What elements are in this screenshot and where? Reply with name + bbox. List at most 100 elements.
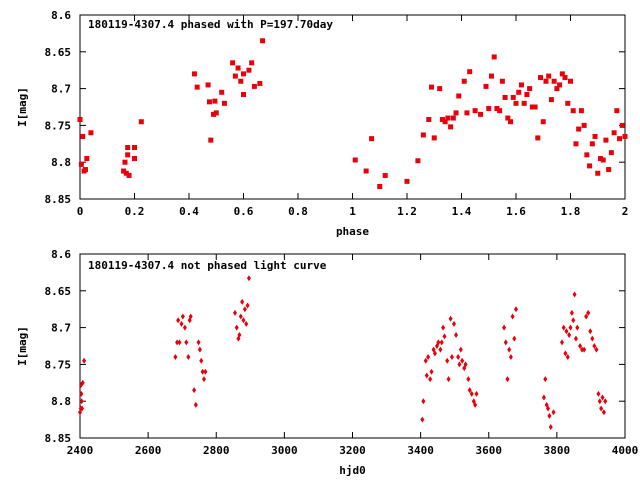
chart-top-title: 180119-4307.4 phased with P=197.70day — [88, 18, 333, 31]
chart-bottom-data-point — [466, 376, 471, 383]
chart-top-data-point — [551, 78, 557, 84]
chart-top-data-point — [445, 115, 451, 121]
chart-bottom-data-point — [201, 376, 206, 383]
chart-bottom-data-point — [594, 346, 599, 353]
chart-bottom-data-point — [573, 335, 578, 342]
chart-bottom-data-point — [463, 361, 468, 368]
chart-bottom-data-point — [569, 309, 574, 316]
chart-bottom-data-point — [457, 361, 462, 368]
chart-top-data-point — [84, 156, 90, 162]
chart-bottom-data-point — [446, 376, 451, 383]
chart-top-data-point — [461, 78, 467, 84]
chart-top-data-point — [499, 78, 505, 84]
chart-top-data-point — [546, 73, 552, 79]
chart-bottom-data-point — [186, 354, 191, 361]
chart-top-data-point — [486, 105, 492, 111]
chart-top-y-axis-label: I[mag] — [16, 87, 29, 127]
chart-top-xtick-label: 1 — [349, 205, 356, 218]
chart-bottom-data-point — [578, 343, 583, 349]
chart-bottom-data-point — [246, 275, 251, 282]
chart-top-data-point — [521, 100, 527, 106]
chart-bottom-data-point — [429, 368, 434, 375]
chart-top-data-point — [527, 86, 533, 92]
chart-top-data-point — [608, 150, 614, 156]
chart-bottom-data-point — [548, 423, 553, 430]
chart-bottom-data-point — [572, 291, 577, 298]
chart-bottom-data-point — [603, 398, 608, 405]
chart-top-data-point — [352, 157, 358, 163]
chart-bottom-data-point — [79, 390, 84, 397]
chart-top-data-point — [132, 156, 137, 162]
chart-top-data-point — [439, 117, 445, 123]
chart-top-data-point — [510, 94, 516, 100]
chart-bottom-data-point — [200, 368, 205, 375]
chart-top-data-point — [211, 111, 217, 117]
chart-bottom-data-points — [78, 275, 608, 430]
chart-top-data-point — [548, 97, 554, 103]
chart-bottom-data-point — [232, 309, 237, 316]
chart-top-data-point — [257, 80, 263, 86]
chart-bottom-xtick-label: 2800 — [203, 444, 230, 457]
chart-bottom-data-point — [473, 401, 478, 408]
chart-top-data-point — [578, 108, 584, 114]
chart-bottom-ytick-label: 8.75 — [45, 358, 72, 371]
chart-top-data-point — [82, 167, 88, 173]
chart-top-data-point — [543, 78, 549, 84]
chart-bottom-data-point — [242, 306, 247, 313]
chart-bottom-data-point — [597, 398, 602, 405]
chart-top-data-point — [377, 183, 383, 189]
chart-top-data-point — [429, 84, 435, 90]
chart-top-data-point — [420, 132, 426, 138]
chart-bottom-plot-frame — [79, 253, 626, 439]
chart-top-data-point — [478, 111, 484, 117]
chart-bottom-data-point — [420, 416, 425, 423]
chart-bottom-data-point — [441, 324, 446, 331]
chart-bottom-data-point — [588, 328, 593, 335]
chart-top-data-point — [597, 156, 603, 162]
chart-bottom-data-point — [79, 398, 84, 405]
chart-top-data-point — [614, 108, 620, 114]
chart-bottom-data-point — [442, 333, 447, 340]
chart-top-data-point — [241, 71, 246, 77]
chart-bottom-ytick-label: 8.7 — [51, 322, 71, 335]
chart-bottom-data-point — [571, 317, 576, 324]
chart-bottom-data-point — [460, 357, 465, 364]
chart-bottom-data-point — [469, 390, 474, 397]
chart-bottom-data-point — [563, 350, 568, 357]
chart-bottom-data-point — [505, 376, 510, 383]
chart-bottom-data-point — [567, 331, 572, 338]
chart-top-data-point — [125, 152, 131, 158]
chart-bottom-ytick-label: 8.6 — [51, 248, 71, 261]
chart-top-data-point — [568, 78, 573, 84]
chart-top-data-point — [491, 54, 497, 60]
chart-bottom-data-point — [575, 324, 580, 331]
chart-bottom-xtick-label: 3000 — [271, 444, 298, 457]
chart-top-data-point — [502, 94, 508, 100]
chart-top-data-point — [516, 89, 522, 95]
chart-bottom-data-point — [193, 401, 198, 408]
chart-bottom-data-point — [454, 331, 459, 338]
chart-bottom-data-point — [240, 298, 245, 305]
chart-top-data-point — [573, 141, 579, 147]
chart-bottom-data-point — [196, 339, 201, 346]
chart-bottom-data-point — [80, 379, 85, 386]
chart-top-ytick-label: 8.7 — [51, 83, 71, 96]
chart-top-data-point — [132, 144, 137, 150]
chart-top-xtick-label: 1.2 — [397, 205, 417, 218]
chart-bottom-data-point — [456, 354, 461, 361]
chart-bottom-xtick-label: 3800 — [544, 444, 571, 457]
chart-top-data-point — [221, 100, 227, 106]
chart-top-data-point — [206, 99, 212, 105]
chart-bottom-data-point — [184, 339, 189, 346]
chart-top-data-point — [238, 78, 244, 84]
chart-top-data-point — [562, 75, 568, 81]
chart-bottom-title: 180119-4307.4 not phased light curve — [88, 259, 327, 272]
chart-top-xtick-label: 2 — [622, 205, 629, 218]
chart-top-data-point — [611, 130, 617, 136]
chart-bottom-data-point — [582, 346, 587, 353]
chart-bottom-data-point — [561, 324, 566, 331]
chart-top-ytick-label: 8.85 — [45, 193, 72, 206]
chart-bottom-data-point — [188, 313, 193, 320]
